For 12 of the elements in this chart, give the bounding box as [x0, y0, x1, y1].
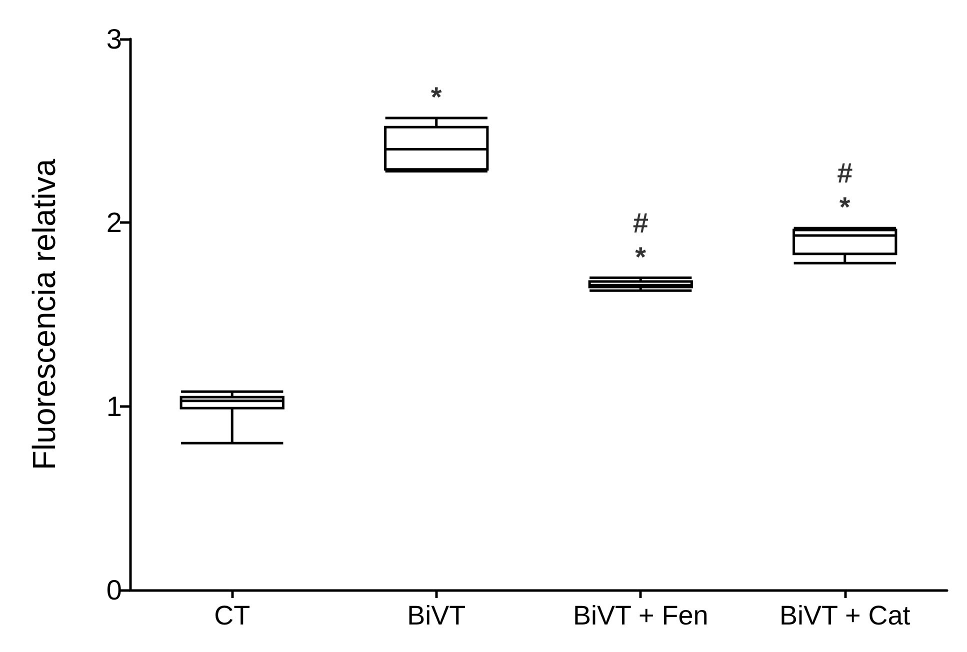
- y-tick-label: 3: [106, 24, 122, 54]
- annotation: # *: [632, 207, 649, 272]
- y-tick-label: 2: [106, 207, 122, 238]
- y-tick-label: 0: [106, 574, 122, 606]
- y-tick-label: 1: [106, 390, 122, 422]
- x-tick-label: CT: [214, 600, 250, 630]
- annotation: *: [430, 81, 442, 112]
- annotation: # *: [837, 158, 854, 223]
- x-tick-label: BiVT + Fen: [572, 600, 708, 630]
- x-tick-label: BiVT + Cat: [779, 600, 911, 630]
- y-axis-title: Fluorescencia relativa: [26, 158, 62, 470]
- x-tick-label: BiVT: [407, 600, 466, 630]
